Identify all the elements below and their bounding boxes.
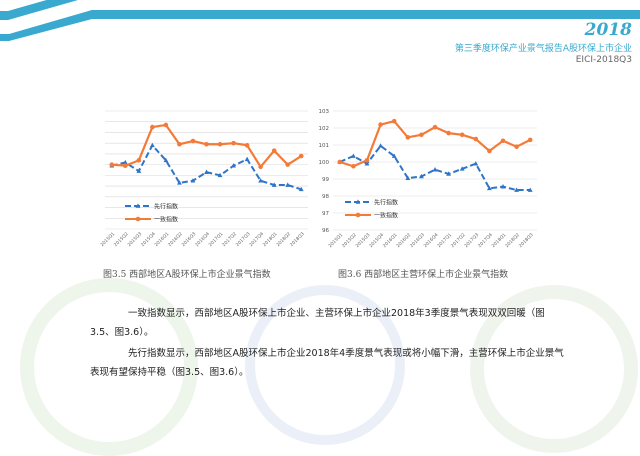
data-point-triangle <box>163 157 169 163</box>
data-point-triangle <box>487 185 492 191</box>
data-point-triangle <box>351 153 356 158</box>
chart-western-a-share: 2015Q12015Q22015Q32015Q42016Q12016Q22016… <box>99 110 308 248</box>
data-point-triangle <box>298 186 304 192</box>
paragraph-leading-index: 先行指数显示，西部地区A股环保上市企业2018年4季度景气表现或将小幅下滑，主营… <box>90 348 564 378</box>
y-tick-label: 100 <box>319 160 330 166</box>
legend-marker <box>355 212 361 218</box>
x-tick-label: 2018Q3 <box>289 231 306 248</box>
data-point-circle <box>244 143 250 148</box>
header-bar-main <box>100 10 640 19</box>
data-point-triangle <box>244 156 250 162</box>
data-point-circle <box>258 164 263 170</box>
data-point-circle <box>123 163 128 169</box>
legend-marker <box>135 203 141 208</box>
data-point-triangle <box>136 168 142 173</box>
legend-marker <box>135 216 141 222</box>
data-point-triangle <box>459 166 465 171</box>
data-point-circle <box>337 159 343 165</box>
data-point-triangle <box>204 169 209 174</box>
data-point-circle <box>298 153 304 159</box>
data-point-circle <box>405 135 411 140</box>
data-point-triangle <box>419 173 424 179</box>
data-point-circle <box>527 137 533 143</box>
y-tick-label: 101 <box>319 143 330 149</box>
data-point-triangle <box>514 187 519 192</box>
x-tick-label: 2018Q3 <box>518 232 535 249</box>
figure-caption-3-5: 图3.5 西部地区A股环保上市企业景气指数 <box>103 270 271 280</box>
university-seal-watermark <box>245 285 405 445</box>
data-point-circle <box>459 132 465 138</box>
y-tick-label: 98 <box>322 194 329 200</box>
data-point-triangle <box>378 143 383 148</box>
data-point-triangle <box>271 182 277 187</box>
data-point-triangle <box>473 161 479 166</box>
data-point-triangle <box>500 184 506 189</box>
legend-label: 一致指数 <box>154 216 178 224</box>
y-tick-label: 97 <box>322 211 329 217</box>
data-point-circle <box>163 122 169 128</box>
data-point-triangle <box>364 161 370 166</box>
data-point-triangle <box>231 163 236 168</box>
data-point-circle <box>473 136 479 142</box>
data-point-circle <box>391 118 397 124</box>
data-point-circle <box>487 148 492 154</box>
data-point-circle <box>217 141 223 147</box>
data-point-circle <box>446 130 451 136</box>
series-line-leading <box>339 144 531 192</box>
header-bar-slant <box>0 10 100 41</box>
data-point-triangle <box>446 171 451 176</box>
legend-marker <box>355 199 361 204</box>
legend-label: 先行指数 <box>154 203 178 211</box>
paragraph-coincident-index: 一致指数显示，西部地区A股环保上市企业、主营环保上市企业2018年3季度景气表现… <box>90 308 545 338</box>
legend-label: 一致指数 <box>374 212 398 220</box>
y-tick-label: 103 <box>319 109 330 115</box>
y-tick-label: 96 <box>322 228 329 234</box>
data-point-circle <box>351 163 356 169</box>
data-point-circle <box>500 138 506 144</box>
figure-caption-3-6: 图3.6 西部地区主营环保上市企业景气指数 <box>338 270 509 280</box>
data-point-triangle <box>285 182 291 187</box>
data-point-circle <box>419 132 424 138</box>
data-point-circle <box>177 141 182 147</box>
data-point-triangle <box>177 180 182 185</box>
data-point-triangle <box>391 153 397 158</box>
chart-western-main-business: 969798991001011021032015Q12015Q22015Q320… <box>319 109 537 249</box>
data-point-circle <box>432 124 438 130</box>
data-point-triangle <box>122 159 128 165</box>
data-point-triangle <box>217 172 223 178</box>
data-point-triangle <box>149 142 155 148</box>
data-point-triangle <box>527 187 533 192</box>
data-point-circle <box>190 138 196 144</box>
data-point-circle <box>378 122 383 127</box>
y-tick-label: 102 <box>319 126 330 132</box>
data-point-circle <box>271 148 277 153</box>
data-point-circle <box>231 140 236 146</box>
report-year: 2018 <box>584 20 632 40</box>
data-point-circle <box>364 158 370 163</box>
y-tick-label: 99 <box>322 177 329 183</box>
data-point-circle <box>285 162 290 167</box>
data-point-circle <box>109 162 115 167</box>
data-point-circle <box>150 124 155 130</box>
data-point-triangle <box>258 178 264 183</box>
data-point-triangle <box>190 178 196 183</box>
data-point-circle <box>136 158 142 163</box>
data-point-triangle <box>405 175 411 180</box>
data-point-triangle <box>432 167 438 172</box>
report-code: EICI-2018Q3 <box>575 55 632 65</box>
data-point-circle <box>204 141 209 147</box>
legend-label: 先行指数 <box>374 199 398 207</box>
header-bar <box>0 0 78 20</box>
data-point-circle <box>514 144 519 149</box>
report-subtitle: 第三季度环保产业景气报告A股环保上市企业 <box>454 44 632 54</box>
